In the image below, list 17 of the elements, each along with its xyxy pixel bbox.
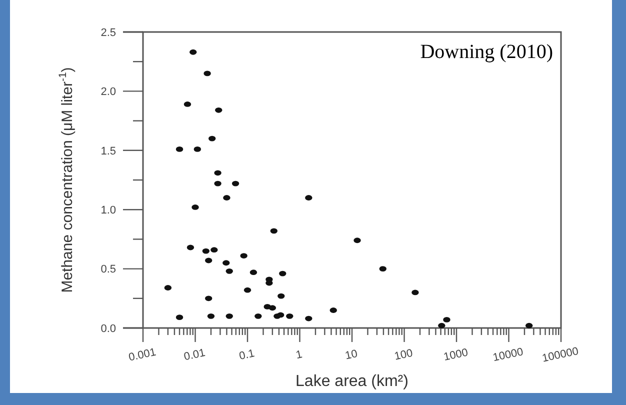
x-tick-label: 1000 bbox=[442, 346, 470, 364]
x-tick-label: 1 bbox=[294, 348, 304, 362]
x-tick-label: 100000 bbox=[541, 345, 580, 365]
x-axis-title: Lake area (km²) bbox=[296, 373, 408, 390]
y-tick-label: 1.5 bbox=[100, 145, 116, 158]
x-tick-label: 0.001 bbox=[128, 346, 158, 364]
annotation: Downing (2010) bbox=[420, 41, 553, 63]
y-tick-label: 2.5 bbox=[100, 26, 116, 39]
x-tick-label: 10 bbox=[344, 348, 359, 362]
x-tick-label: 100 bbox=[393, 347, 414, 363]
x-tick-label: 0.01 bbox=[182, 346, 206, 364]
y-tick-label: 0.5 bbox=[100, 264, 116, 276]
x-tick-label: 10000 bbox=[492, 346, 524, 364]
x-tick-label: 0.1 bbox=[238, 348, 256, 363]
y-tick-label: 1.0 bbox=[100, 204, 116, 216]
y-tick-label: 2.0 bbox=[100, 86, 116, 98]
y-tick-label: 0.0 bbox=[100, 322, 116, 335]
